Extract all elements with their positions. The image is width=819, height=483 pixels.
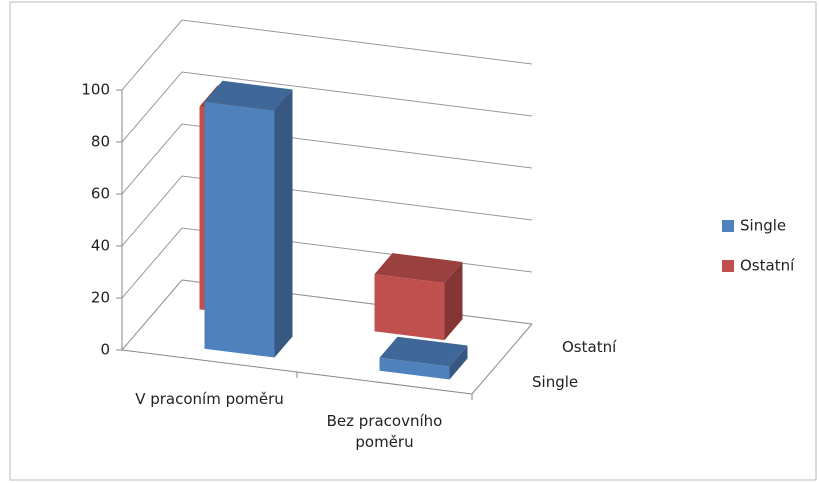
grid-line	[121, 19, 533, 91]
legend-label: Single	[740, 217, 786, 235]
bar-side	[449, 345, 468, 380]
legend-swatch	[722, 260, 734, 272]
depth-axis	[471, 323, 533, 395]
depth-label: Single	[532, 373, 578, 391]
grid-line	[121, 175, 533, 247]
grid-line	[121, 123, 533, 195]
y-tick-label: 100	[81, 81, 110, 99]
x-tick-label-box: V praconím poměru	[135, 390, 284, 408]
bar-side	[274, 89, 293, 358]
y-tick-label: 0	[100, 341, 110, 359]
depth-label: Ostatní	[562, 338, 617, 356]
y-tick-label: 20	[91, 289, 110, 307]
y-tick-label: 60	[91, 185, 110, 203]
x-tick-label: V praconím poměru	[135, 390, 284, 408]
x-tick-label-box: Bez pracovního poměru	[326, 412, 443, 451]
bar	[204, 101, 275, 358]
y-tick-label: 40	[91, 237, 110, 255]
bar	[379, 357, 450, 380]
y-tick-label: 80	[91, 133, 110, 151]
chart-frame	[9, 1, 817, 481]
bar-top	[374, 253, 463, 283]
legend-swatch	[722, 220, 734, 232]
grid-line	[121, 71, 533, 143]
x-tick-label: Bez pracovního poměru	[326, 412, 443, 451]
bar	[374, 274, 445, 341]
bar-side	[444, 261, 463, 341]
bar-top	[204, 80, 293, 111]
bar-top	[379, 336, 468, 367]
legend-label: Ostatní	[740, 257, 795, 275]
